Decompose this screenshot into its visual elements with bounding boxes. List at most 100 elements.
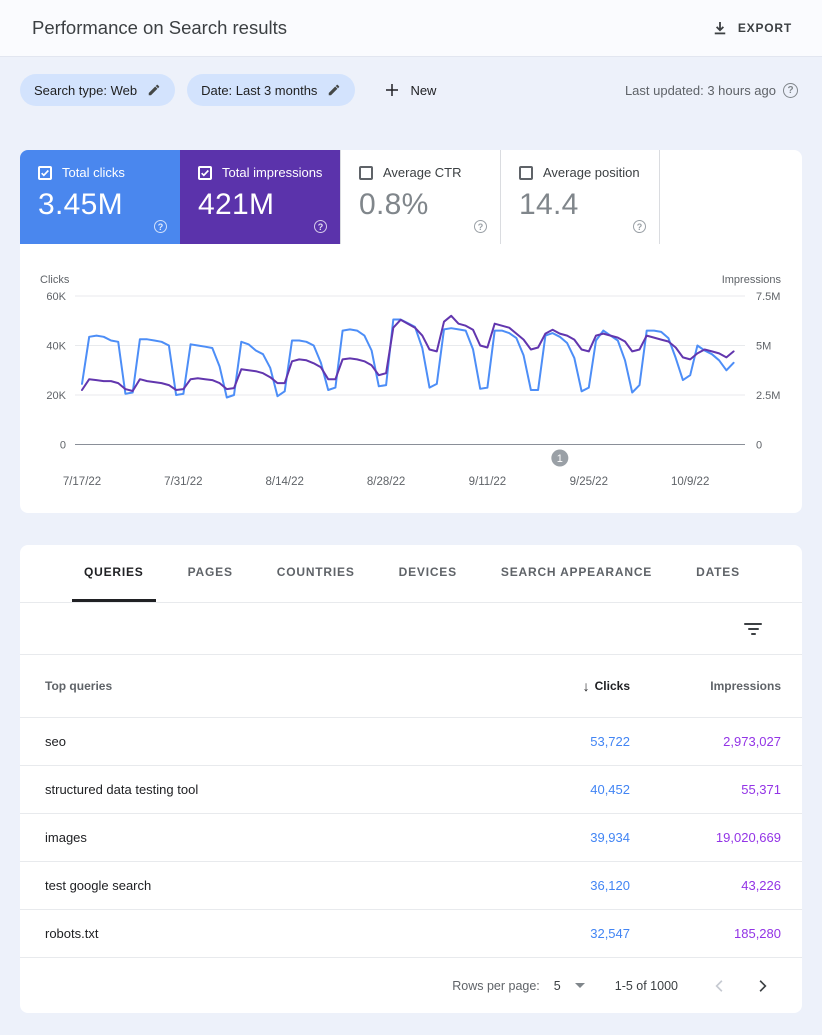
new-filter-label: New <box>410 82 437 98</box>
tab-queries[interactable]: QUERIES <box>72 545 156 602</box>
table-row[interactable]: robots.txt 32,547 185,280 <box>20 910 802 958</box>
column-header-clicks-label: Clicks <box>594 679 630 693</box>
chevron-right-icon <box>759 979 767 992</box>
export-button[interactable]: EXPORT <box>711 19 792 37</box>
left-axis-tick: 20K <box>46 390 66 402</box>
cell-impressions: 185,280 <box>734 926 781 941</box>
table-row[interactable]: structured data testing tool 40,452 55,371 <box>20 766 802 814</box>
cell-query: test google search <box>45 878 152 893</box>
x-axis-date-label: 9/25/22 <box>570 476 608 488</box>
help-icon[interactable]: ? <box>314 220 327 233</box>
cell-impressions: 55,371 <box>741 782 781 797</box>
unchecked-checkbox-icon[interactable] <box>519 165 533 180</box>
cell-query: structured data testing tool <box>45 782 199 797</box>
clicks-impressions-chart: Clicks Impressions 60K 40K 20K 0 7.5M 5M 2.5M 0 7/… <box>20 270 802 513</box>
checked-checkbox-icon[interactable] <box>38 165 52 180</box>
table-row[interactable]: seo 53,722 2,973,027 <box>20 718 802 766</box>
metric-card-average-position[interactable]: Average position 14.4? <box>500 150 660 244</box>
last-updated: Last updated: 3 hours ago ? <box>624 82 798 98</box>
help-icon[interactable]: ? <box>783 82 798 98</box>
column-header-clicks[interactable]: ↓ Clicks <box>480 678 630 694</box>
x-axis-date-label: 9/11/22 <box>469 476 507 488</box>
tab-pages[interactable]: PAGES <box>187 565 233 579</box>
unchecked-checkbox-icon[interactable] <box>359 165 373 180</box>
help-icon[interactable]: ? <box>633 220 646 233</box>
metric-label: Average CTR <box>383 165 462 180</box>
search-type-chip-label: Search type: Web <box>34 82 138 98</box>
tab-devices[interactable]: DEVICES <box>398 565 457 579</box>
metric-card-average-ctr[interactable]: Average CTR 0.8%? <box>340 150 500 244</box>
table-header-row: Top queries ↓ Clicks Impressions <box>20 655 802 718</box>
metric-value: 0.8% <box>359 188 429 221</box>
last-updated-text: Last updated: 3 hours ago <box>624 82 776 98</box>
new-filter-button[interactable]: New <box>383 81 436 99</box>
table-row[interactable]: images 39,934 19,020,669 <box>20 814 802 862</box>
tab-countries[interactable]: COUNTRIES <box>276 565 355 579</box>
chevron-left-icon <box>715 979 723 992</box>
annotation-marker[interactable] <box>551 449 569 467</box>
dimensions-table-card: QUERIES PAGES COUNTRIES DEVICES SEARCH APPEA… <box>20 545 802 1013</box>
metric-value: 421M <box>198 188 275 221</box>
cell-clicks: 32,547 <box>590 926 630 941</box>
next-page-button[interactable] <box>748 972 776 1000</box>
pagination-bar: Rows per page: 5 1-5 of 1000 <box>20 958 802 1013</box>
cell-impressions: 19,020,669 <box>715 830 781 845</box>
x-axis-date-label: 7/31/22 <box>164 476 202 488</box>
rows-per-page-label: Rows per page: <box>452 978 540 993</box>
column-header-top-queries[interactable]: Top queries <box>45 679 113 693</box>
cell-clicks: 39,934 <box>590 830 630 845</box>
x-axis-date-label: 7/17/22 <box>63 476 101 488</box>
left-axis-tick: 40K <box>46 341 66 353</box>
cell-clicks: 36,120 <box>590 878 630 893</box>
series-line-impressions <box>81 314 735 392</box>
pagination-range: 1-5 of 1000 <box>614 978 678 993</box>
caret-down-icon <box>574 983 585 988</box>
cell-impressions: 2,973,027 <box>723 734 781 749</box>
rows-per-page-select[interactable]: 5 <box>554 979 585 993</box>
right-axis-tick: 5M <box>756 341 771 353</box>
cell-query: robots.txt <box>45 926 99 941</box>
column-header-impressions[interactable]: Impressions <box>710 679 781 693</box>
left-axis-title: Clicks <box>40 274 70 286</box>
date-range-chip-label: Date: Last 3 months <box>201 82 318 98</box>
right-axis-tick: 7.5M <box>756 291 780 303</box>
metric-label: Total impressions <box>222 165 323 180</box>
x-axis-date-label: 10/9/22 <box>671 476 709 488</box>
app-header: Performance on Search results EXPORT <box>0 0 822 57</box>
metric-label: Total clicks <box>62 165 125 180</box>
previous-page-button[interactable] <box>706 972 734 1000</box>
download-icon <box>714 22 726 35</box>
tab-search-appearance[interactable]: SEARCH APPEARANCE <box>500 565 653 579</box>
plus-icon <box>386 84 399 96</box>
metric-label: Average position <box>543 165 640 180</box>
date-range-chip[interactable]: Date: Last 3 months <box>187 74 356 106</box>
filter-bar: Search type: Web Date: Last 3 months New… <box>0 57 822 106</box>
table-filter-row <box>20 603 802 655</box>
metric-card-total-clicks[interactable]: Total clicks 3.45M? <box>20 150 180 244</box>
sort-desc-arrow-icon: ↓ <box>582 678 590 694</box>
cell-query: images <box>45 830 87 845</box>
series-line-clicks <box>81 318 735 399</box>
right-axis-tick: 2.5M <box>756 390 780 402</box>
rows-per-page-value: 5 <box>553 978 561 993</box>
filter-list-icon[interactable] <box>738 617 768 641</box>
tab-dates[interactable]: DATES <box>696 565 740 579</box>
x-axis-date-label: 8/14/22 <box>266 476 304 488</box>
cell-query: seo <box>45 734 66 749</box>
export-label: EXPORT <box>737 21 792 35</box>
x-axis-date-label: 8/28/22 <box>367 476 405 488</box>
checked-checkbox-icon[interactable] <box>198 165 212 180</box>
table-row[interactable]: test google search 36,120 43,226 <box>20 862 802 910</box>
right-axis-tick: 0 <box>756 440 762 452</box>
help-icon[interactable]: ? <box>474 220 487 233</box>
page-title: Performance on Search results <box>32 17 288 38</box>
help-icon[interactable]: ? <box>154 220 167 233</box>
annotation-marker-label: 1 <box>557 453 563 465</box>
search-type-chip[interactable]: Search type: Web <box>20 74 176 106</box>
cell-impressions: 43,226 <box>741 878 781 893</box>
metric-card-total-impressions[interactable]: Total impressions 421M? <box>180 150 340 244</box>
cell-clicks: 40,452 <box>590 782 630 797</box>
right-axis-title: Impressions <box>722 274 782 286</box>
edit-pencil-icon <box>148 84 160 96</box>
performance-chart-card: Total clicks 3.45M? Total impressions 421M?… <box>20 150 802 513</box>
